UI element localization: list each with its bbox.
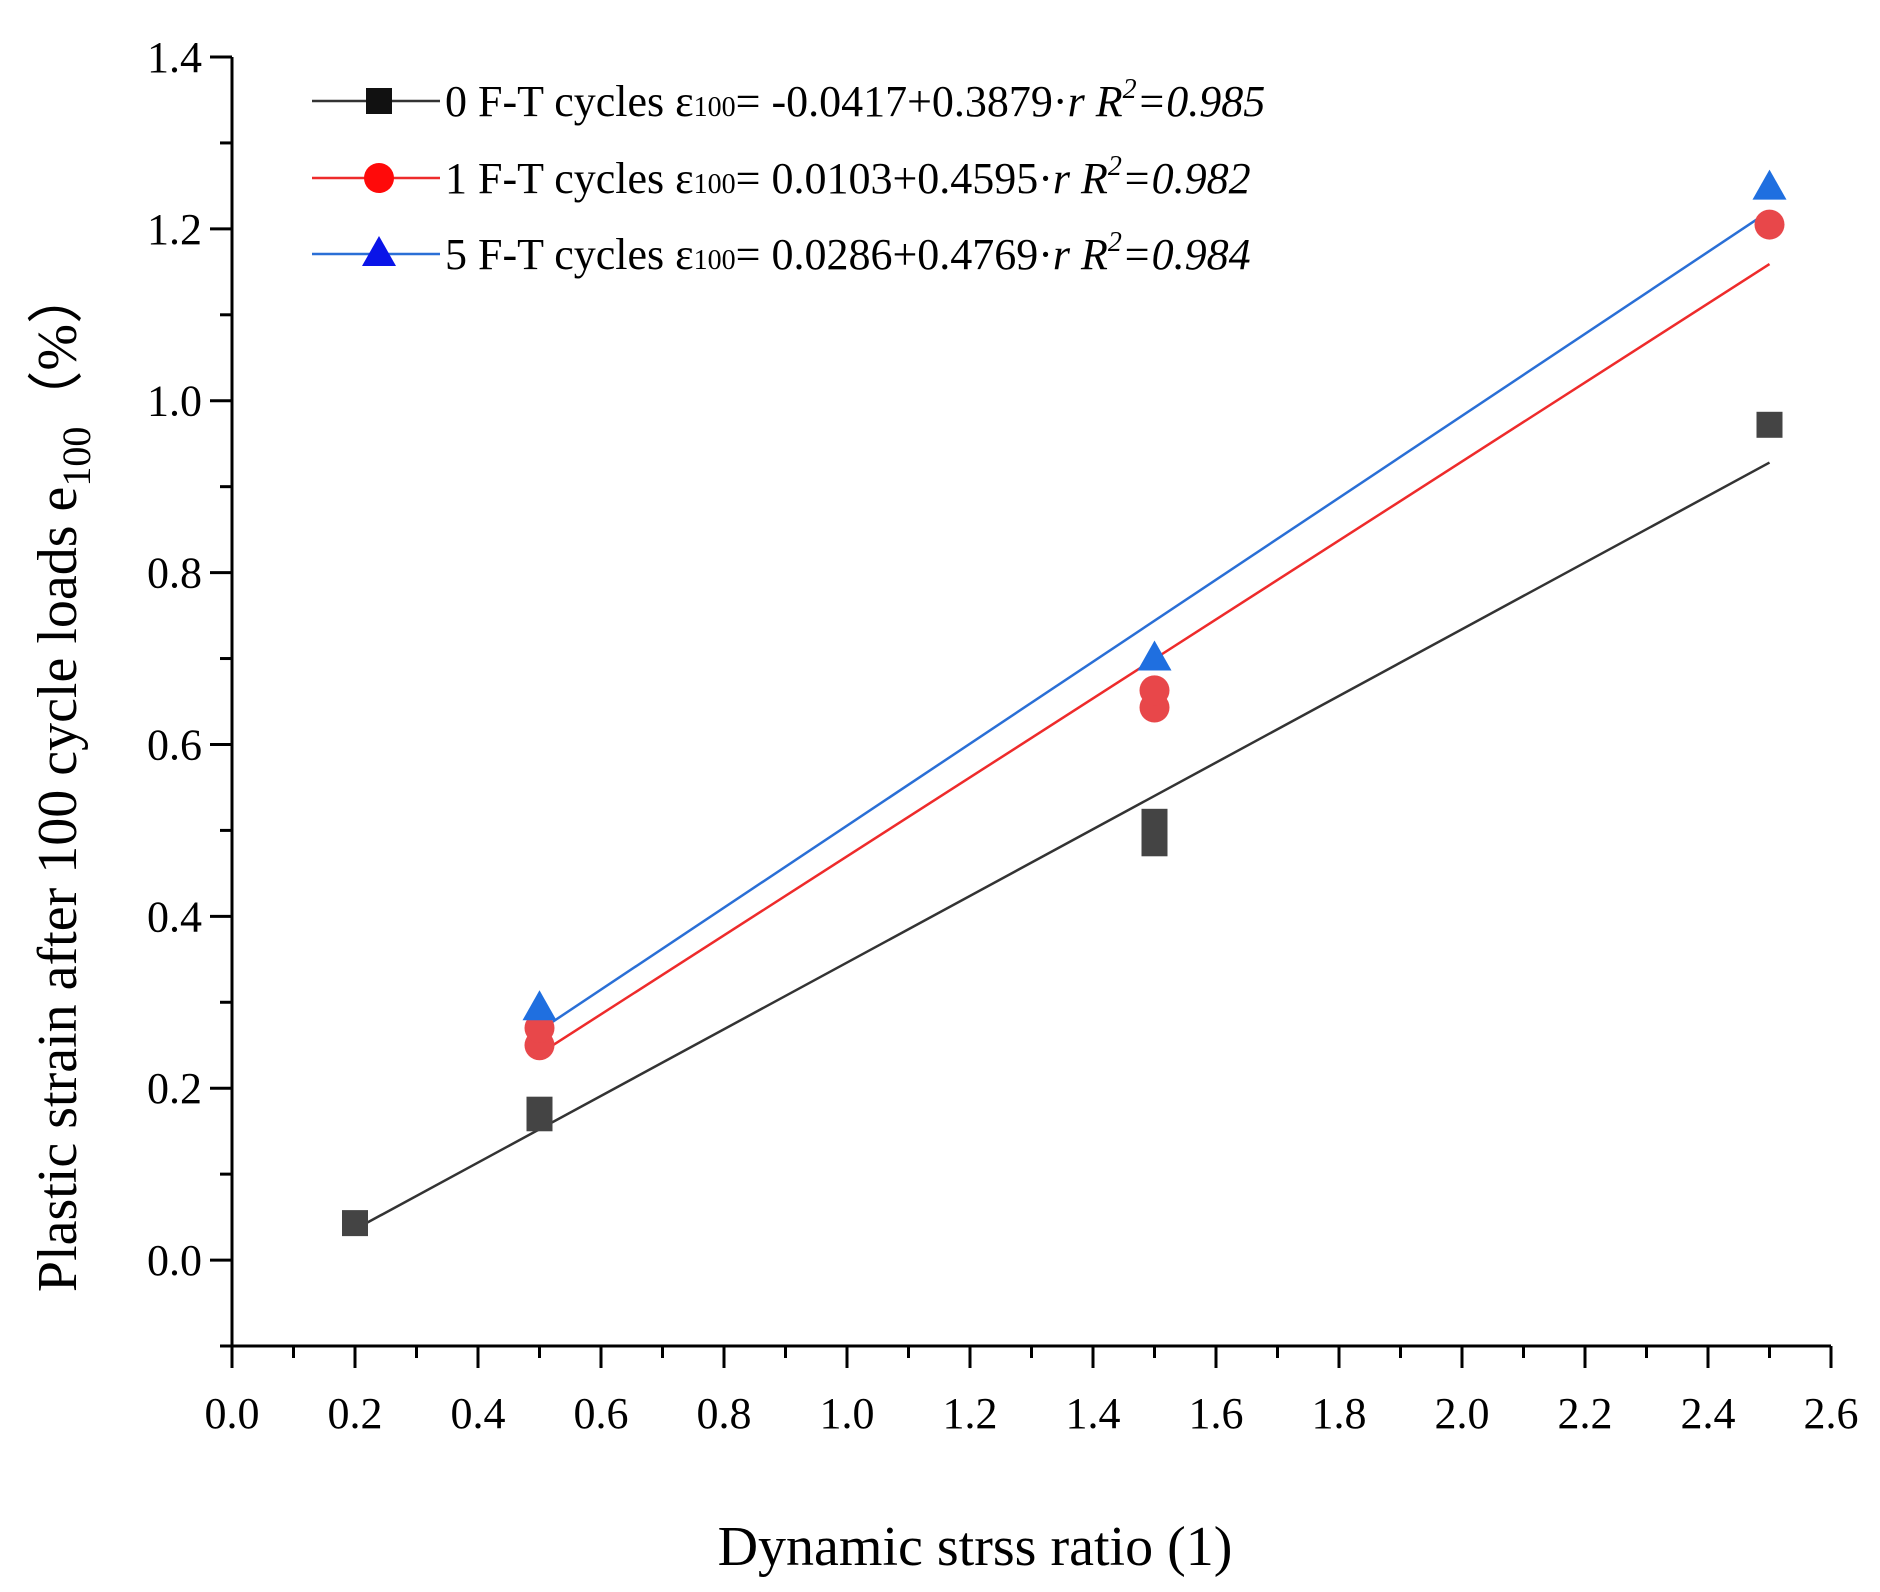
- y-tick-label: 1.0: [147, 377, 202, 426]
- legend-prefix: 5 F-T cycles: [445, 230, 675, 279]
- x-tick-label: 2.6: [1804, 1389, 1859, 1438]
- y-tick-label: 0.6: [147, 720, 202, 769]
- y-tick-label: 1.2: [147, 205, 202, 254]
- x-tick-label: 1.8: [1312, 1389, 1367, 1438]
- data-point-series-1: [1754, 209, 1785, 240]
- y-axis-title-subscript: 100: [54, 427, 99, 487]
- legend-epsilon: ε: [675, 154, 693, 203]
- data-point-series-2: [1752, 169, 1787, 200]
- legend-r2-superscript: 2: [1123, 74, 1137, 105]
- y-tick-label: 0.8: [147, 549, 202, 598]
- y-tick-label: 0.0: [147, 1236, 202, 1285]
- fit-line-series-0: [354, 461, 1771, 1231]
- y-tick-label: 1.4: [147, 33, 202, 82]
- x-tick-label: 0.2: [328, 1389, 383, 1438]
- legend-prefix: 0 F-T cycles: [445, 77, 675, 126]
- data-points: [342, 169, 1787, 1237]
- axes: 0.0 0.2 0.4 0.6 0.8 1.0 1.2 1.4 1.6 1.8 2.0 2.2 2.4 2…: [147, 33, 1859, 1438]
- legend-epsilon-subscript: 100: [694, 169, 736, 200]
- y-axis-title-main: Plastic strain after 100 cycle loads e: [27, 487, 89, 1293]
- legend-r2-label: R: [1070, 230, 1108, 279]
- legend-label: 1 F-T cycles ε100= 0.0103+0.4595·r R2=0.…: [445, 151, 1251, 203]
- x-tick-label: 1.6: [1189, 1389, 1244, 1438]
- x-tick-label: 0.6: [574, 1389, 629, 1438]
- legend-epsilon-subscript: 100: [694, 245, 736, 276]
- data-point-series-2: [522, 990, 557, 1021]
- x-tick-label: 1.0: [820, 1389, 875, 1438]
- legend-epsilon-subscript: 100: [694, 92, 736, 123]
- x-tick-label: 1.4: [1066, 1389, 1121, 1438]
- legend-r2-value: =0.984: [1122, 230, 1251, 279]
- legend-item-1: 1 F-T cycles ε100= 0.0103+0.4595·r R2=0.…: [312, 151, 1251, 203]
- data-point-series-1: [524, 1013, 555, 1044]
- legend-label: 5 F-T cycles ε100= 0.0286+0.4769·r R2=0.…: [445, 227, 1251, 279]
- legend-marker: [366, 88, 392, 114]
- legend-r2-value: =0.985: [1137, 77, 1266, 126]
- legend: 0 F-T cycles ε100= -0.0417+0.3879·r R2=0…: [312, 74, 1265, 279]
- y-axis-title-unit: （%）: [27, 268, 89, 427]
- x-tick-label: 0.4: [451, 1389, 506, 1438]
- data-point-series-0: [526, 1096, 553, 1123]
- legend-item-0: 0 F-T cycles ε100= -0.0417+0.3879·r R2=0…: [312, 74, 1265, 126]
- legend-r2-label: R: [1070, 154, 1108, 203]
- x-tick-label: 2.4: [1681, 1389, 1736, 1438]
- x-tick-label: 1.2: [943, 1389, 998, 1438]
- x-axis-title: Dynamic strss ratio (1): [718, 1516, 1233, 1578]
- fit-line-series-2: [538, 209, 1771, 1032]
- legend-r2-superscript: 2: [1108, 151, 1122, 182]
- y-tick-label: 0.4: [147, 892, 202, 941]
- legend-variable: r: [1053, 154, 1071, 203]
- legend-r2-label: R: [1085, 77, 1123, 126]
- legend-r2-superscript: 2: [1108, 227, 1122, 258]
- y-axis-title: Plastic strain after 100 cycle loads e10…: [27, 268, 99, 1292]
- fit-lines: [354, 209, 1771, 1231]
- x-tick-label: 0.8: [697, 1389, 752, 1438]
- legend-variable: r: [1068, 77, 1086, 126]
- legend-prefix: 1 F-T cycles: [445, 154, 675, 203]
- legend-epsilon: ε: [675, 77, 693, 126]
- y-tick-label: 0.2: [147, 1064, 202, 1113]
- x-tick-label: 2.0: [1435, 1389, 1490, 1438]
- legend-item-2: 5 F-T cycles ε100= 0.0286+0.4769·r R2=0.…: [312, 227, 1251, 279]
- data-point-series-0: [342, 1210, 368, 1237]
- x-tick-label: 0.0: [205, 1389, 260, 1438]
- legend-r2-value: =0.982: [1122, 154, 1251, 203]
- legend-equation: = -0.0417+0.3879·: [736, 77, 1068, 126]
- data-point-series-0: [1141, 808, 1168, 835]
- legend-marker: [364, 163, 394, 193]
- data-point-series-0: [1756, 411, 1783, 438]
- legend-equation: = 0.0286+0.4769·: [736, 230, 1053, 279]
- legend-epsilon: ε: [675, 230, 693, 279]
- legend-equation: = 0.0103+0.4595·: [736, 154, 1053, 203]
- data-point-series-2: [1137, 640, 1172, 671]
- legend-label: 0 F-T cycles ε100= -0.0417+0.3879·r R2=0…: [445, 74, 1265, 126]
- x-tick-label: 2.2: [1558, 1389, 1613, 1438]
- data-point-series-1: [1139, 675, 1170, 706]
- legend-variable: r: [1053, 230, 1071, 279]
- legend-marker: [362, 236, 396, 266]
